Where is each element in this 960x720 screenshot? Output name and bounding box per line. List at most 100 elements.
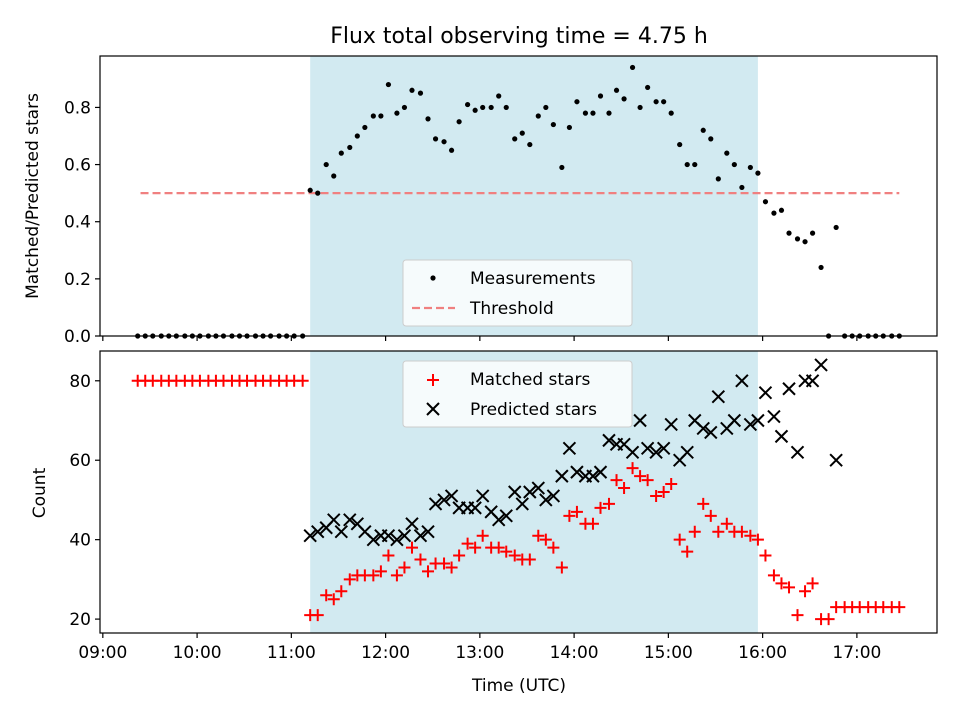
measurement-point [621,96,627,102]
predicted-star-point [593,465,608,479]
bottom-legend: Matched stars Predicted stars [402,360,633,428]
bottom-y-tick-label: 60 [69,451,91,471]
measurement-point [456,119,462,125]
measurement-point [653,99,659,105]
predicted-star-point [711,389,726,404]
measurement-point [802,239,808,245]
predicted-star-point [751,413,765,428]
measurement-point [323,161,329,168]
measurement-point [394,110,400,116]
bottom-x-tick-label: 14:00 [550,643,599,663]
matched-star-point [744,529,757,542]
measurement-point [778,207,785,213]
measurement-point [818,264,824,271]
top-legend: Measurements Threshold [402,259,633,327]
measurement-point [362,124,368,131]
measurement-point [425,116,431,122]
legend-threshold-label: Threshold [469,299,554,319]
matched-star-point [626,462,639,475]
measurement-point [809,230,816,236]
chart-title: Flux total observing time = 4.75 h [330,24,708,49]
legend-matched-label: Matched stars [470,370,590,390]
matched-star-point [405,541,418,554]
predicted-star-point [758,385,773,400]
matched-star-point [650,489,663,502]
bottom-y-tick-label: 20 [69,610,91,630]
legend-predicted-label: Predicted stars [470,400,597,420]
bottom-xlabel: Time (UTC) [471,676,566,696]
measurement-point [550,121,556,128]
bottom-x-tick-label: 17:00 [832,643,881,663]
predicted-star-point [546,489,561,503]
measurement-point [724,150,730,156]
matched-star-point [367,569,380,582]
bottom-x-tick-label: 16:00 [738,643,787,663]
measurement-point [645,84,651,91]
measurement-point [512,136,518,142]
measurement-point [503,104,509,111]
matched-star-point [775,577,788,590]
predicted-star-point [390,532,404,547]
measurement-point [401,104,408,111]
matched-star-point [704,509,717,522]
measurement-point [762,199,769,205]
measurement-point [441,139,447,145]
predicted-star-point [805,374,820,388]
predicted-star-point [774,429,789,444]
top-y-tick-label: 0.8 [64,98,91,118]
bottom-x-tick-label: 09:00 [78,643,127,663]
measurement-point [661,99,667,105]
matched-star-point [799,585,812,598]
measurement-point [833,224,839,231]
matched-star-point [893,601,906,614]
predicted-star-point [311,525,325,539]
matched-star-point [681,545,694,558]
predicted-star-point [570,465,584,479]
predicted-star-point [381,528,396,543]
predicted-star-point [491,513,506,527]
predicted-star-point [664,417,678,432]
matched-star-point [500,545,513,558]
bottom-y-ticks: 20 40 60 80 [69,372,100,630]
predicted-star-point [327,513,341,527]
predicted-star-point [814,358,828,372]
top-ylabel: Matched/Predicted stars [23,93,43,299]
predicted-star-point [334,525,349,539]
predicted-star-point [413,528,428,543]
measurement-point [786,230,792,236]
measurements-layer [135,64,902,339]
predicted-star-point [499,509,513,523]
matched-star-point [422,565,435,578]
top-legend-box [402,259,633,327]
measurement-point [432,136,439,142]
matched-star-point [343,573,356,586]
measurement-point [331,173,337,179]
measurement-point [708,136,714,142]
bottom-x-tick-label: 10:00 [173,643,222,663]
matched-star-point [320,589,333,602]
measurement-point [747,164,753,171]
measurement-point [677,141,683,148]
measurement-point [488,104,494,111]
top-y-tick-label: 0.2 [64,270,91,290]
matched-star-point [414,553,427,566]
measurement-point [559,164,565,171]
matched-star-point [532,529,545,542]
predicted-star-point [555,469,569,483]
measurement-point [606,110,612,116]
matched-star-point [665,478,678,491]
matched-star-point [751,533,764,546]
matched-star-point [735,525,748,538]
measurement-point [496,93,502,99]
measurement-point [417,90,424,96]
matched-star-point [641,474,654,487]
predicted-star-point [366,532,381,547]
predicted-star-point [428,497,443,511]
predicted-star-point [475,489,490,503]
predicted-star-point [640,441,655,456]
predicted-star-point [405,517,419,531]
matched-star-point [438,557,451,570]
legend-measurements-label: Measurements [470,269,596,289]
measurement-point [315,190,321,196]
